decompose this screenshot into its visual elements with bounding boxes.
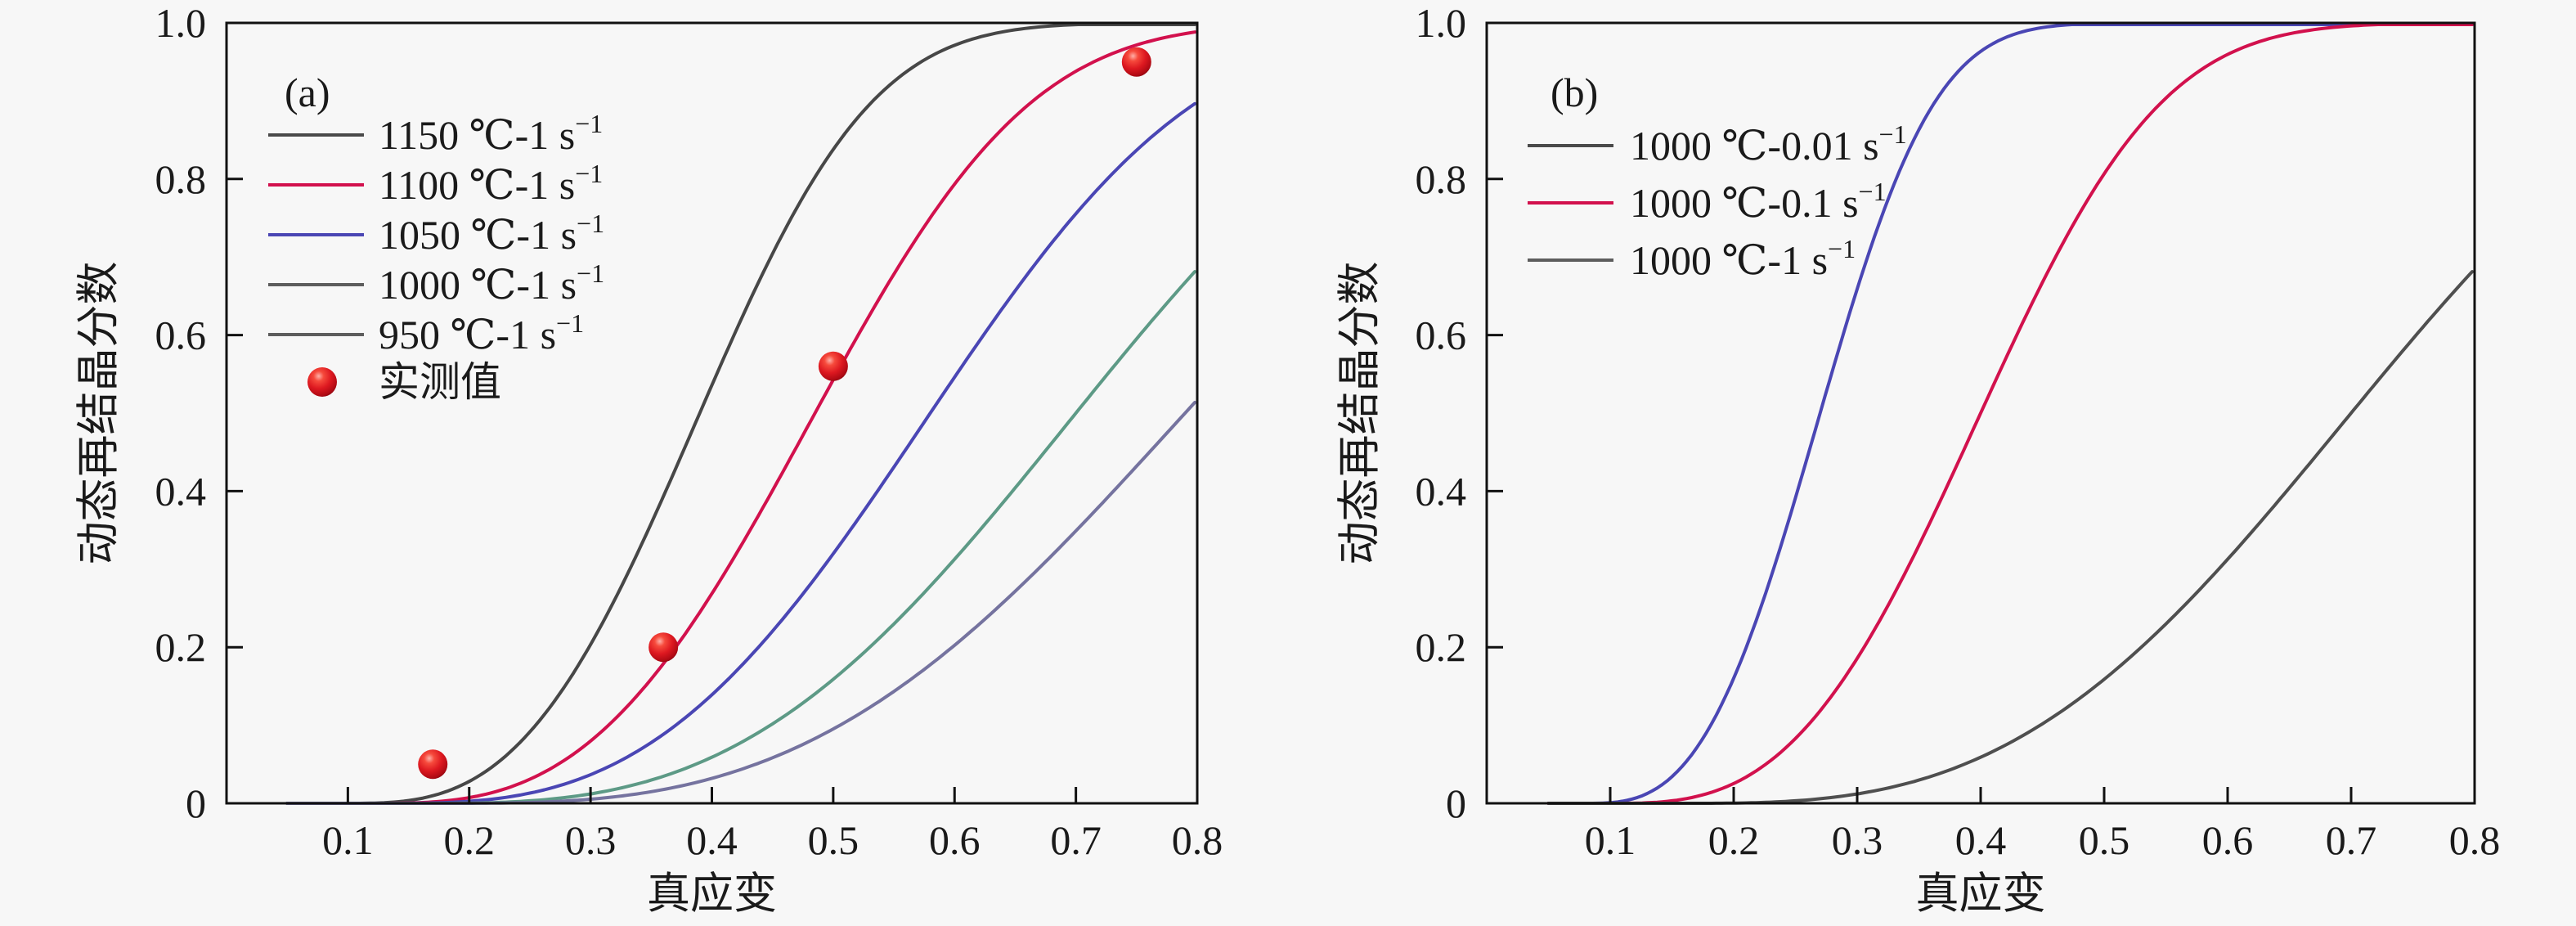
legend-label-superscript: −1 [556, 308, 584, 338]
measured-point-sphere [818, 351, 848, 381]
legend-label-superscript: −1 [1879, 119, 1907, 149]
panel-tag: (b) [1551, 70, 1598, 115]
x-tick-label: 0.7 [2326, 817, 2377, 863]
legend-label: 1000 ℃-0.1 s−1 [1630, 177, 1887, 226]
x-tick-label: 0.8 [1172, 817, 1223, 863]
y-tick-label: 0 [186, 780, 206, 826]
legend-label: 1000 ℃-1 s−1 [379, 258, 604, 308]
legend-label: 1100 ℃-1 s−1 [379, 159, 603, 208]
legend-label: 1000 ℃-0.01 s−1 [1630, 119, 1907, 169]
x-tick-label: 0.6 [929, 817, 981, 863]
legend-label: 1000 ℃-1 s−1 [1630, 234, 1856, 283]
legend-label: 1150 ℃-1 s−1 [379, 109, 603, 158]
x-axis-label: 真应变 [647, 870, 777, 918]
legend-label-superscript: −1 [577, 209, 604, 238]
y-tick-label: 1.0 [155, 0, 207, 46]
y-axis-label: 动态再结晶分数 [1336, 262, 1384, 565]
panel-a: 0.1 0.2 0.3 0.4 0.5 0.6 0.7 0.8 0 0.2 0.4 0.6 0.8 1.0… [75, 0, 1223, 918]
x-tick-label: 0.7 [1050, 817, 1102, 863]
legend-label-superscript: −1 [575, 159, 603, 188]
y-tick-label: 0.6 [1416, 312, 1467, 358]
y-tick-label: 0.8 [1416, 156, 1467, 202]
y-axis-label: 动态再结晶分数 [75, 262, 123, 565]
curve-1050-℃-1-s⁻¹ [285, 101, 1196, 805]
x-tick-label: 0.1 [1585, 817, 1636, 863]
x-tick-label: 0.6 [2202, 817, 2254, 863]
legend-label-superscript: −1 [1828, 234, 1856, 263]
y-tick-label: 0.6 [155, 312, 207, 358]
legend-label-measured: 实测值 [379, 359, 501, 405]
y-tick-label: 0.8 [155, 156, 207, 202]
measured-point-sphere [648, 632, 679, 663]
y-tick-label: 0.2 [1416, 624, 1467, 670]
x-tick-label: 0.5 [808, 817, 859, 863]
curve-1000-℃-0.1-s⁻¹ [1546, 23, 2474, 805]
legend-label-superscript: −1 [575, 109, 603, 138]
curve-1150-℃-1-s⁻¹ [285, 23, 1196, 805]
legend-label: 1050 ℃-1 s−1 [379, 209, 604, 258]
x-tick-label: 0.2 [444, 817, 496, 863]
x-tick-label: 0.4 [1955, 817, 2007, 863]
y-tick-label: 1.0 [1416, 0, 1467, 46]
x-tick-label: 0.3 [1832, 817, 1883, 863]
x-tick-label: 0.5 [2079, 817, 2130, 863]
panel-b: 0.1 0.2 0.3 0.4 0.5 0.6 0.7 0.8 0 0.2 0.4 0.6 0.8 1.0… [1336, 0, 2500, 918]
x-axis-label: 真应变 [1916, 870, 2046, 918]
curve-1000-℃-0.01-s⁻¹ [1546, 23, 2474, 805]
legend-label-superscript: −1 [577, 258, 604, 288]
panels-group: 0.1 0.2 0.3 0.4 0.5 0.6 0.7 0.8 0 0.2 0.4 0.6 0.8 1.0… [75, 0, 2500, 918]
y-tick-label: 0 [1446, 780, 1466, 826]
y-tick-label: 0.4 [1416, 468, 1467, 514]
legend-label-superscript: −1 [1859, 177, 1887, 206]
panel-tag: (a) [285, 70, 330, 115]
legend-label: 950 ℃-1 s−1 [379, 308, 584, 357]
plot-border [225, 21, 1199, 805]
x-tick-label: 0.3 [565, 817, 617, 863]
x-tick-label: 0.8 [2449, 817, 2501, 863]
x-tick-label: 0.4 [686, 817, 738, 863]
measured-point-sphere [1121, 47, 1151, 77]
y-tick-label: 0.2 [155, 624, 207, 670]
y-tick-label: 0.4 [155, 468, 207, 514]
x-tick-label: 0.2 [1708, 817, 1760, 863]
x-tick-label: 0.1 [322, 817, 374, 863]
legend-marker-sphere-icon [307, 367, 337, 397]
measured-point-sphere [418, 749, 448, 780]
